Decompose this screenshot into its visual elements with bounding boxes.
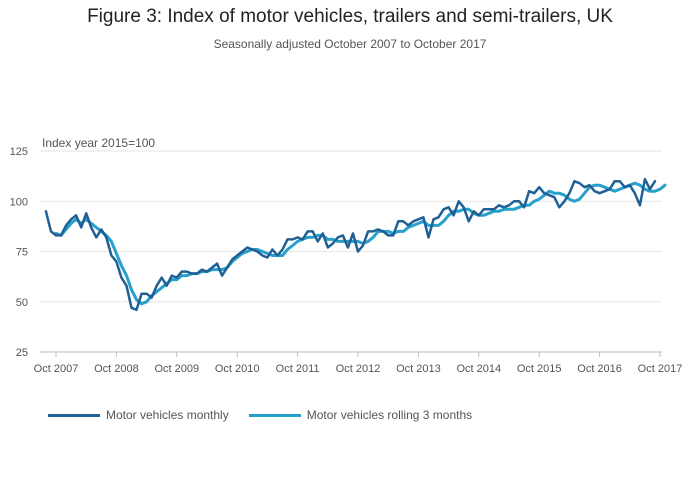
chart-title: Figure 3: Index of motor vehicles, trail… bbox=[87, 6, 613, 27]
legend-swatch-monthly bbox=[48, 413, 100, 417]
legend-label-monthly: Motor vehicles monthly bbox=[106, 408, 229, 422]
legend-item-monthly[interactable]: Motor vehicles monthly bbox=[48, 408, 229, 422]
x-tick-label: Oct 2014 bbox=[456, 363, 501, 375]
x-tick-label: Oct 2009 bbox=[154, 363, 199, 375]
y-axis-title: Index year 2015=100 bbox=[42, 136, 155, 150]
y-tick-label: 125 bbox=[10, 146, 28, 158]
series-lines bbox=[44, 177, 667, 312]
series-line-monthly bbox=[44, 177, 657, 312]
y-tick-label: 100 bbox=[10, 196, 28, 208]
y-tick-label: 75 bbox=[16, 247, 28, 259]
chart-subtitle: Seasonally adjusted October 2007 to Octo… bbox=[213, 37, 487, 51]
x-tick-label: Oct 2016 bbox=[577, 363, 622, 375]
x-tick-label: Oct 2011 bbox=[276, 363, 320, 375]
legend-label-rolling: Motor vehicles rolling 3 months bbox=[306, 408, 473, 422]
x-tick-label: Oct 2015 bbox=[517, 363, 562, 375]
x-tick-label: Oct 2008 bbox=[94, 363, 139, 375]
gridlines bbox=[40, 150, 662, 303]
x-tick-label: Oct 2007 bbox=[34, 363, 79, 375]
series-line-rolling bbox=[54, 181, 667, 306]
axes: 25 50 75 100 125 Oct 2007 Oct 2008 Oct 2009 Oct … bbox=[10, 146, 683, 375]
x-tick-label: Oct 2013 bbox=[396, 363, 441, 375]
legend-swatch-rolling bbox=[248, 413, 301, 417]
x-tick-label: Oct 2010 bbox=[215, 363, 260, 375]
x-tick-label: Oct 2017 bbox=[638, 363, 683, 375]
y-tick-label: 25 bbox=[16, 347, 28, 359]
legend: Motor vehicles monthly Motor vehicles ro… bbox=[48, 408, 492, 422]
x-tick-label: Oct 2012 bbox=[336, 363, 381, 375]
legend-item-rolling[interactable]: Motor vehicles rolling 3 months bbox=[248, 408, 473, 422]
y-tick-label: 50 bbox=[16, 297, 28, 309]
